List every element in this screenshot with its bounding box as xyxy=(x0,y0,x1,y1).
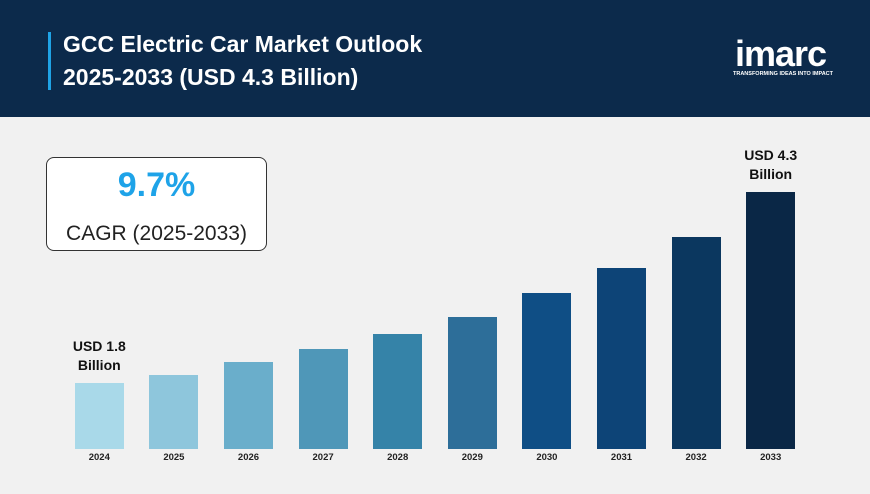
cagr-box: 9.7% CAGR (2025-2033) xyxy=(46,157,267,251)
x-tick-label: 2025 xyxy=(163,452,185,463)
logo: imarc xyxy=(735,33,827,74)
cagr-label: CAGR (2025-2033) xyxy=(66,222,247,245)
x-tick-label: 2026 xyxy=(237,452,260,463)
value-label: USD 1.8 Billion xyxy=(72,338,126,374)
accent-bar xyxy=(48,32,51,90)
bar xyxy=(746,192,796,449)
bar xyxy=(149,374,199,449)
x-tick-label: 2032 xyxy=(685,452,707,463)
value-label: USD 4.3 Billion xyxy=(744,147,798,182)
x-tick-label: 2033 xyxy=(760,452,782,463)
bar xyxy=(522,292,572,449)
bar xyxy=(373,333,423,449)
tagline: TRANSFORMING IDEAS INTO IMPACT xyxy=(733,71,834,77)
x-tick-label: 2024 xyxy=(88,452,110,463)
bar xyxy=(74,383,124,449)
bar xyxy=(671,237,721,449)
x-tick-label: 2027 xyxy=(312,452,334,463)
x-tick-label: 2030 xyxy=(536,452,558,463)
bar xyxy=(447,316,497,449)
x-tick-label: 2028 xyxy=(387,452,409,463)
bar xyxy=(597,267,646,449)
title: GCC Electric Car Market Outlook 2025-203… xyxy=(63,31,423,90)
x-tick-label: 2031 xyxy=(610,452,633,463)
cagr-value: 9.7% xyxy=(117,166,196,204)
bar xyxy=(298,348,348,449)
header: GCC Electric Car Market Outlook 2025-203… xyxy=(0,0,870,117)
bar xyxy=(224,361,273,449)
x-tick-label: 2029 xyxy=(461,452,483,463)
